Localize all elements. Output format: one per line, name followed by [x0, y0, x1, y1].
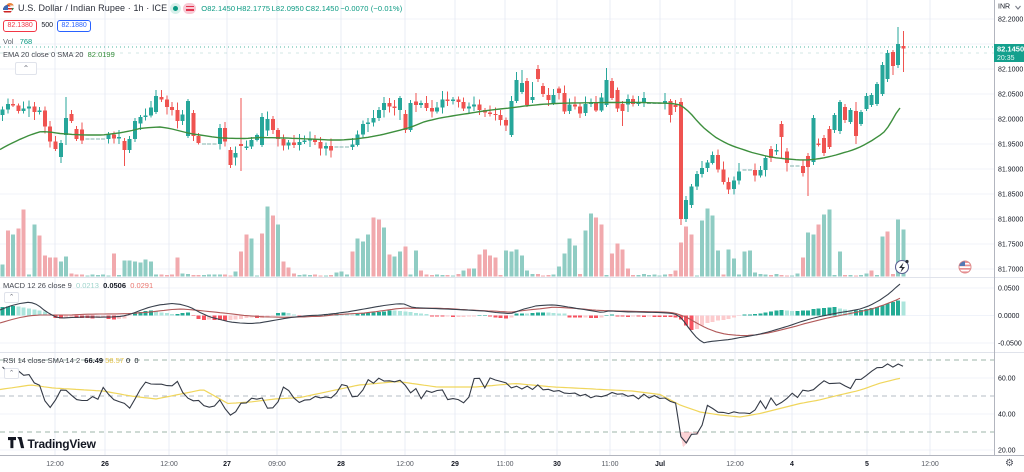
svg-text:82.2000: 82.2000: [998, 17, 1023, 24]
svg-text:11:00: 11:00: [602, 461, 619, 468]
svg-text:81.7000: 81.7000: [998, 267, 1023, 274]
svg-text:40.00: 40.00: [998, 412, 1016, 419]
svg-text:20.00: 20.00: [998, 448, 1016, 455]
svg-text:82.1000: 82.1000: [998, 67, 1023, 74]
svg-text:TradingView: TradingView: [28, 437, 97, 451]
svg-text:12:00: 12:00: [46, 461, 64, 468]
svg-text:81.8500: 81.8500: [998, 192, 1023, 199]
svg-text:12:00: 12:00: [726, 461, 744, 468]
svg-text:Jul: Jul: [655, 461, 665, 468]
svg-text:82.0000: 82.0000: [998, 117, 1023, 124]
svg-text:28: 28: [337, 461, 345, 468]
svg-text:26: 26: [101, 461, 109, 468]
svg-text:20:35: 20:35: [997, 55, 1015, 62]
svg-text:81.7500: 81.7500: [998, 242, 1023, 249]
svg-text:-0.0500: -0.0500: [998, 341, 1022, 348]
svg-text:INR: INR: [998, 4, 1010, 11]
svg-text:0.0500: 0.0500: [998, 286, 1020, 293]
svg-text:⚙: ⚙: [1005, 458, 1014, 469]
svg-text:29: 29: [451, 461, 459, 468]
svg-text:0.0000: 0.0000: [998, 313, 1020, 320]
svg-text:60.00: 60.00: [998, 376, 1016, 383]
svg-text:11:00: 11:00: [497, 461, 514, 468]
svg-text:4: 4: [790, 461, 794, 468]
svg-text:27: 27: [223, 461, 231, 468]
svg-text:82.0500: 82.0500: [998, 92, 1023, 99]
svg-text:5: 5: [865, 461, 869, 468]
svg-text:12:00: 12:00: [160, 461, 178, 468]
svg-text:12:00: 12:00: [921, 461, 939, 468]
svg-text:81.9500: 81.9500: [998, 142, 1023, 149]
svg-text:81.8000: 81.8000: [998, 217, 1023, 224]
svg-text:09:00: 09:00: [268, 461, 286, 468]
svg-text:30: 30: [553, 461, 561, 468]
svg-text:82.1450: 82.1450: [997, 45, 1024, 54]
svg-text:81.9000: 81.9000: [998, 167, 1023, 174]
svg-text:12:00: 12:00: [396, 461, 414, 468]
